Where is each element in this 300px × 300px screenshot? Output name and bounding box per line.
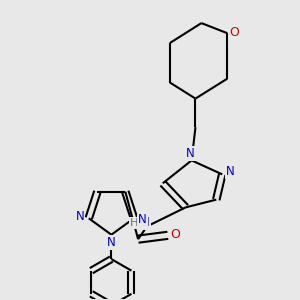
Text: N: N [106,236,115,249]
Text: O: O [229,26,239,39]
Text: N: N [138,213,147,226]
Text: N: N [141,216,150,229]
Text: N: N [226,165,234,178]
Text: H: H [130,218,139,228]
Text: N: N [186,147,195,161]
Text: O: O [170,228,180,241]
Text: N: N [76,210,84,223]
